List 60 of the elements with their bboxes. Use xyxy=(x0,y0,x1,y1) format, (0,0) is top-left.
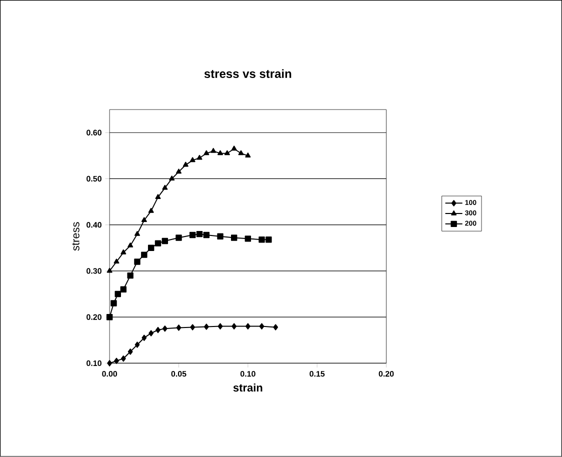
chart-title: stress vs strain xyxy=(204,69,292,78)
point xyxy=(230,234,238,241)
point xyxy=(232,323,237,330)
point xyxy=(210,148,216,154)
point xyxy=(120,250,126,254)
point xyxy=(106,314,113,320)
point xyxy=(120,286,127,293)
point xyxy=(238,150,244,156)
point xyxy=(182,162,188,167)
point xyxy=(162,238,168,244)
point xyxy=(196,155,202,160)
point xyxy=(258,236,265,243)
point xyxy=(231,146,237,151)
point xyxy=(127,272,134,279)
point xyxy=(120,356,126,362)
point xyxy=(189,232,196,238)
point xyxy=(217,233,224,240)
point xyxy=(148,208,154,213)
x-axis-title: strain xyxy=(233,384,262,392)
point xyxy=(154,240,162,247)
point xyxy=(245,323,250,330)
point xyxy=(148,244,154,252)
point xyxy=(107,360,112,366)
point xyxy=(128,242,134,248)
point xyxy=(217,150,224,156)
point xyxy=(114,258,120,264)
point xyxy=(110,300,117,306)
point xyxy=(196,231,203,238)
point xyxy=(128,348,133,355)
point xyxy=(142,334,147,342)
point xyxy=(134,231,140,236)
point xyxy=(169,176,175,181)
point xyxy=(148,330,154,336)
point xyxy=(141,217,147,222)
point xyxy=(162,326,168,332)
point xyxy=(176,324,182,331)
point xyxy=(244,236,252,242)
point xyxy=(114,358,119,364)
point xyxy=(204,324,209,330)
point xyxy=(162,184,168,190)
point xyxy=(106,268,112,273)
point xyxy=(155,194,161,200)
point xyxy=(190,157,196,162)
point xyxy=(218,323,223,330)
point xyxy=(134,258,140,265)
point xyxy=(134,342,140,348)
point xyxy=(203,232,210,238)
point xyxy=(266,236,272,243)
point xyxy=(176,168,182,174)
point xyxy=(156,327,160,334)
point xyxy=(245,152,251,158)
point xyxy=(114,291,121,298)
point xyxy=(259,323,264,330)
y-axis-title: stress xyxy=(72,222,80,251)
point xyxy=(273,324,278,330)
point xyxy=(190,324,196,330)
point xyxy=(176,234,182,241)
point xyxy=(224,150,230,156)
point xyxy=(204,150,210,156)
point xyxy=(141,252,148,258)
